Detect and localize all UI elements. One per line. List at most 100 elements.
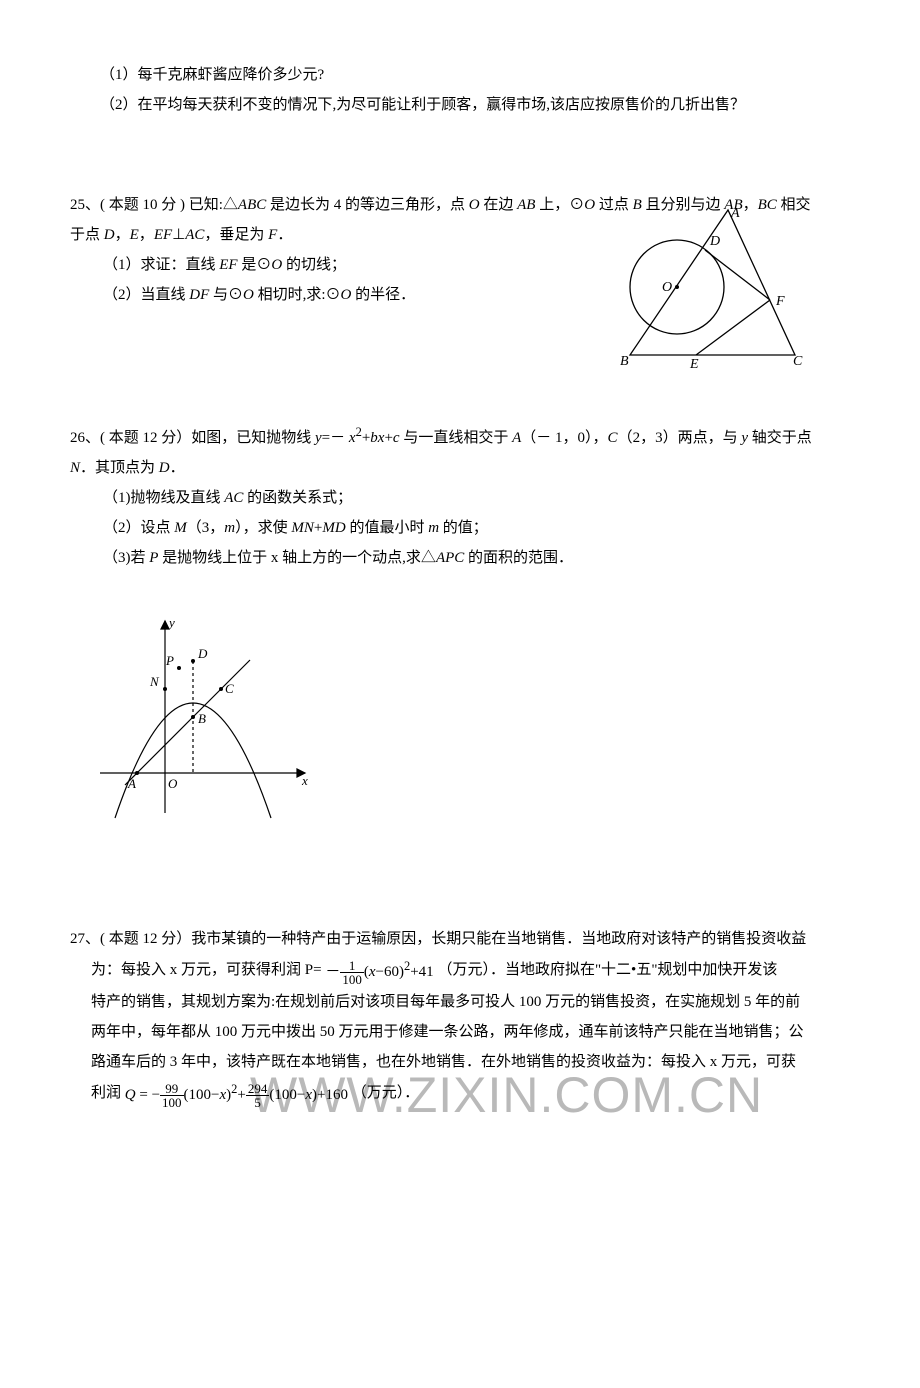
t: D [104,227,115,243]
q26-sub1: （1)抛物线及直线 AC 的函数关系式； [103,483,850,513]
t: 是抛物线上位于 x 轴上方的一个动点,求△ [158,550,436,566]
t: （3， [187,520,225,536]
t: Q [125,1087,136,1103]
t: + [237,1087,245,1103]
t: O [271,257,282,273]
t: （3)若 [103,550,149,566]
svg-text:F: F [775,294,785,309]
t: y [315,430,322,446]
t: (100− [269,1087,305,1103]
t: (100− [184,1087,220,1103]
t: 在边 [480,197,518,213]
svg-text:C: C [225,681,234,696]
t: )+160 [312,1087,348,1103]
t: ，垂足为 [204,227,268,243]
q24-sub1: （1）每千克麻虾酱应降价多少元? [70,60,850,90]
t: 100 [160,1096,184,1109]
t: 的值； [439,520,488,536]
t: F [268,227,277,243]
t: = − [136,1087,160,1103]
t: AB [517,197,535,213]
t: 1 [340,959,364,973]
t: EF [219,257,237,273]
svg-text:E: E [689,357,699,370]
q26-sub3: （3)若 P 是抛物线上位于 x 轴上方的一个动点,求△APC 的面积的范围． [103,543,850,573]
t: O [243,287,254,303]
t: 轴交于点 [748,430,812,446]
t: ， [115,227,130,243]
q27-l5: 路通车后的 3 年中，该特产既在本地销售，也在外地销售．在外地销售的投资收益为：… [91,1047,850,1077]
t: E [130,227,139,243]
t: x [349,430,356,446]
svg-text:A: A [730,206,740,221]
t: A [512,430,521,446]
q27-l6: 利润 Q = −99100(100−x)2+2945(100−x)+160 （万… [91,1077,850,1110]
t: O [584,197,595,213]
t: ． [277,227,292,243]
svg-text:B: B [620,354,629,369]
t: （2）设点 [103,520,174,536]
svg-text:O: O [168,776,178,791]
t: AC [185,227,204,243]
t: 是⊙ [238,257,272,273]
t: 为：每投入 x 万元，可获得利润 P= [91,962,325,978]
t: ），求使 [235,520,291,536]
expr1: －1100(x−60)2+41 [325,964,437,980]
t: 的切线； [282,257,346,273]
t: M [174,520,187,536]
t: （1）求证：直线 [103,257,219,273]
t: O [341,287,352,303]
t: 26、( 本题 12 分）如图，已知抛物线 [70,430,315,446]
q26-sub2: （2）设点 M（3，m），求使 MN+MD 的值最小时 m 的值； [103,513,850,543]
svg-text:C: C [793,354,803,369]
t: +41 [410,964,433,980]
q27-l2: 为：每投入 x 万元，可获得利润 P= －1100(x−60)2+41 （万元）… [91,954,850,987]
t: MD [322,520,345,536]
t: （1)抛物线及直线 [103,490,224,506]
t: ， [139,227,154,243]
t: 100 [340,973,364,986]
t: EF [154,227,172,243]
svg-text:x: x [301,773,308,788]
t: 利润 [91,1085,125,1101]
t: 上，⊙ [535,197,584,213]
t: 99 [160,1082,184,1096]
t: + [362,430,370,446]
svg-text:y: y [167,615,175,630]
page: （1）每千克麻虾酱应降价多少元? （2）在平均每天获利不变的情况下,为尽可能让利… [0,0,920,1160]
t: ⊥ [172,227,185,243]
t: 与一直线相交于 [400,430,513,446]
t: 5 [246,1096,270,1109]
t: ． [170,460,185,476]
t: APC [436,550,464,566]
t: AC [224,490,243,506]
t: 是边长为 4 的等边三角形，点 [266,197,469,213]
q26-line2: N．其顶点为 D． [70,453,850,483]
t: x [369,964,376,980]
t: － [325,964,340,980]
t: （万元）．当地政府拟在"十二•五"规划中加快开发该 [437,962,777,978]
t: 的函数关系式； [243,490,352,506]
t: （－ 1，0）， [521,430,607,446]
t: + [384,430,392,446]
t: bx [370,430,384,446]
q26-figure: A O x y N D P C B [90,613,850,834]
t: 的面积的范围． [464,550,573,566]
t: （2，3）两点，与 [618,430,742,446]
t: 294 [246,1082,270,1096]
t: 于点 [70,227,104,243]
t: 25、( 本题 10 分 ) 已知:△ [70,197,238,213]
q26-head: 26、( 本题 12 分）如图，已知抛物线 y=－ x2+bx+c 与一直线相交… [70,420,850,453]
t: C [608,430,618,446]
t: =－ [322,430,349,446]
t: ABC [238,197,266,213]
t: D [159,460,170,476]
t: ．其顶点为 [80,460,159,476]
t: 与⊙ [209,287,243,303]
t: （2）当直线 [103,287,189,303]
q26: 26、( 本题 12 分）如图，已知抛物线 y=－ x2+bx+c 与一直线相交… [70,420,850,834]
t: c [393,430,400,446]
t: O [469,197,480,213]
q27-l4: 两年中，每年都从 100 万元中拨出 50 万元用于修建一条公路，两年修成，通车… [91,1017,850,1047]
q27-head: 27、( 本题 12 分）我市某镇的一种特产由于运输原因，长期只能在当地销售．当… [70,924,850,954]
